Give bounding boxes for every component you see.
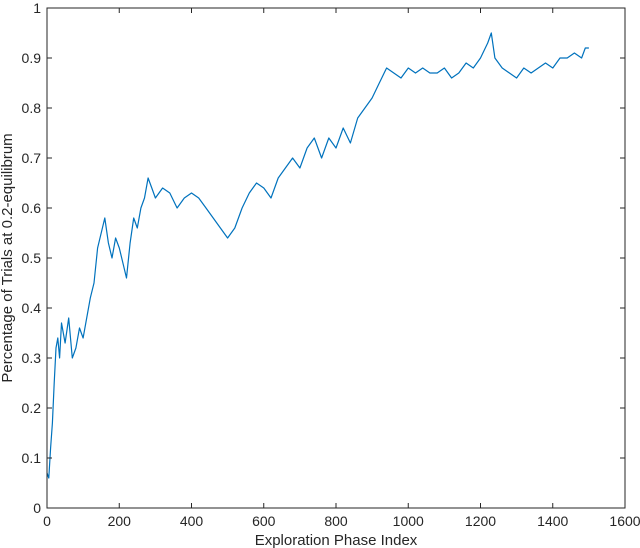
y-tick-label: 0.3 — [22, 350, 42, 366]
x-tick-label: 200 — [108, 513, 132, 529]
y-axis-label: Percentage of Trials at 0.2-equilibrum — [0, 133, 16, 382]
x-tick-label: 1600 — [609, 513, 640, 529]
x-tick-label: 400 — [180, 513, 204, 529]
y-tick-label: 0.2 — [22, 400, 42, 416]
x-tick-label: 800 — [324, 513, 348, 529]
x-axis: 0 200 400 600 800 1000 1200 1400 1600 — [43, 8, 640, 529]
x-tick-label: 1200 — [465, 513, 496, 529]
y-tick-label: 0.7 — [22, 150, 42, 166]
y-tick-label: 0.5 — [22, 250, 42, 266]
y-tick-label: 0.6 — [22, 200, 42, 216]
y-axis: 0 0.1 0.2 0.3 0.4 0.5 0.6 0.7 0.8 0.9 1 — [22, 0, 625, 516]
x-axis-label: Exploration Phase Index — [255, 532, 418, 548]
y-tick-label: 0.4 — [22, 300, 42, 316]
y-tick-label: 0 — [33, 500, 41, 516]
y-tick-label: 0.8 — [22, 100, 42, 116]
y-tick-label: 0.1 — [22, 450, 42, 466]
x-tick-label: 600 — [252, 513, 276, 529]
x-tick-label: 0 — [43, 513, 51, 529]
data-layer — [46, 32, 589, 479]
y-tick-label: 1 — [33, 0, 41, 16]
y-tick-label: 0.9 — [22, 50, 42, 66]
x-tick-label: 1000 — [393, 513, 424, 529]
plot-background — [47, 8, 625, 508]
series-line-0 — [46, 32, 589, 479]
x-tick-label: 1400 — [537, 513, 568, 529]
